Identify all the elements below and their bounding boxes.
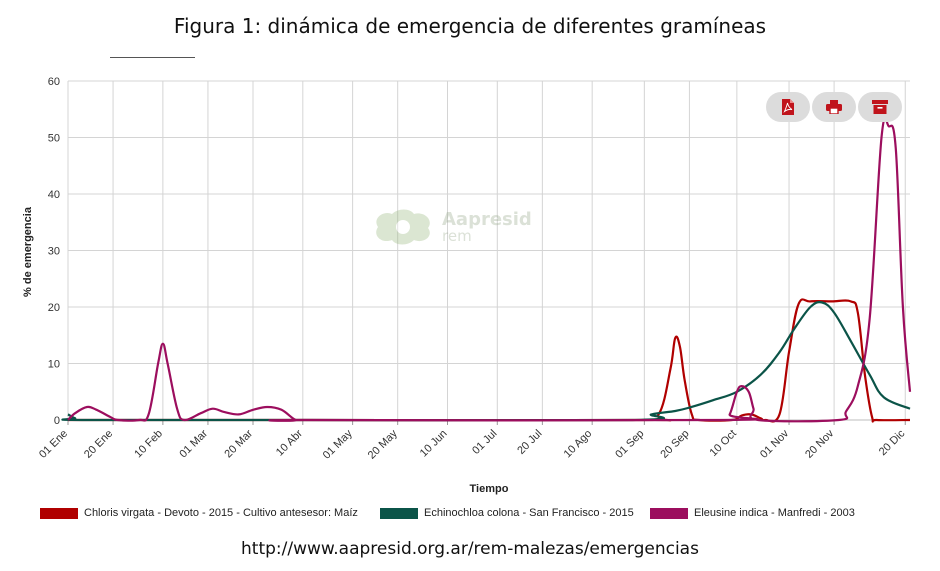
series-line-chloris-virgata[interactable] xyxy=(67,298,911,423)
series-line-echinochloa-colona[interactable] xyxy=(61,300,911,422)
pdf-export-button[interactable] xyxy=(766,92,810,122)
archive-button[interactable] xyxy=(858,92,902,122)
x-tick-label: 20 Sep xyxy=(658,428,691,461)
legend-swatch xyxy=(40,507,78,519)
x-tick-label: 20 Mar xyxy=(222,427,255,460)
y-tick-label: 50 xyxy=(48,133,60,145)
legend-item-chloris[interactable]: Chloris virgata - Devoto - 2015 - Cultiv… xyxy=(40,507,358,519)
x-tick-labels: 01 Ene 20 Ene 10 Feb 01 Mar 20 Mar 10 Abr 01 M… xyxy=(37,427,908,461)
x-tick-label: 20 Jul xyxy=(515,428,544,457)
x-tick-label: 20 May xyxy=(366,427,400,461)
archive-icon xyxy=(872,100,888,114)
printer-icon xyxy=(826,100,842,114)
x-tick-label: 01 May xyxy=(321,427,355,461)
pdf-icon xyxy=(782,99,794,115)
x-tick-label: 01 Mar xyxy=(177,427,210,460)
x-tick-label: 10 Oct xyxy=(708,428,739,459)
y-tick-label: 0 xyxy=(54,415,60,427)
x-tick-label: 01 Nov xyxy=(758,427,791,460)
x-tick-label: 10 Abr xyxy=(274,427,305,458)
x-axis-label: Tiempo xyxy=(470,483,509,495)
title-divider xyxy=(110,57,195,58)
x-tick-label: 01 Jul xyxy=(470,428,499,457)
x-tick-label: 20 Ene xyxy=(82,428,115,461)
series-layer xyxy=(61,117,912,423)
legend-swatch xyxy=(380,507,418,519)
x-tick-label: 01 Ene xyxy=(37,428,70,461)
series-line-eleusine-indica[interactable] xyxy=(67,117,912,423)
legend-item-echinochloa[interactable]: Echinochloa colona - San Francisco - 201… xyxy=(380,507,634,519)
chart-title: Figura 1: dinámica de emergencia de dife… xyxy=(173,14,767,38)
aapresid-logo-icon xyxy=(376,209,430,245)
legend-label: Eleusine indica - Manfredi - 2003 xyxy=(694,507,855,519)
y-tick-label: 10 xyxy=(48,359,60,371)
source-url[interactable]: http://www.aapresid.org.ar/rem-malezas/e… xyxy=(241,539,699,559)
y-tick-label: 20 xyxy=(48,302,60,314)
x-tick-label: 20 Nov xyxy=(803,427,836,460)
x-tick-label: 10 Feb xyxy=(132,428,165,461)
legend-item-eleusine[interactable]: Eleusine indica - Manfredi - 2003 xyxy=(650,507,855,519)
y-tick-labels: 0 10 20 30 40 50 60 xyxy=(48,76,60,427)
grid-layer xyxy=(67,80,910,425)
watermark-logo: Aapresid rem xyxy=(370,208,532,246)
y-tick-label: 40 xyxy=(48,189,60,201)
watermark-subtext: rem xyxy=(442,226,472,245)
y-tick-label: 30 xyxy=(48,246,60,258)
watermark-text: Aapresid xyxy=(442,208,532,230)
x-tick-label: 20 Dic xyxy=(877,427,908,458)
y-axis-label: % de emergencia xyxy=(22,206,34,297)
legend-swatch xyxy=(650,507,688,519)
line-chart: 0 10 20 30 40 50 60 01 Ene 20 Ene 10 Feb 01 Mar 20… xyxy=(22,76,912,495)
x-tick-label: 10 Jun xyxy=(418,428,450,460)
y-tick-label: 60 xyxy=(48,76,60,88)
chart-legend: Chloris virgata - Devoto - 2015 - Cultiv… xyxy=(40,507,900,525)
legend-label: Echinochloa colona - San Francisco - 201… xyxy=(424,507,634,519)
legend-label: Chloris virgata - Devoto - 2015 - Cultiv… xyxy=(84,507,358,519)
x-tick-label: 10 Ago xyxy=(562,428,595,461)
x-tick-label: 01 Sep xyxy=(613,428,646,461)
print-button[interactable] xyxy=(812,92,856,122)
